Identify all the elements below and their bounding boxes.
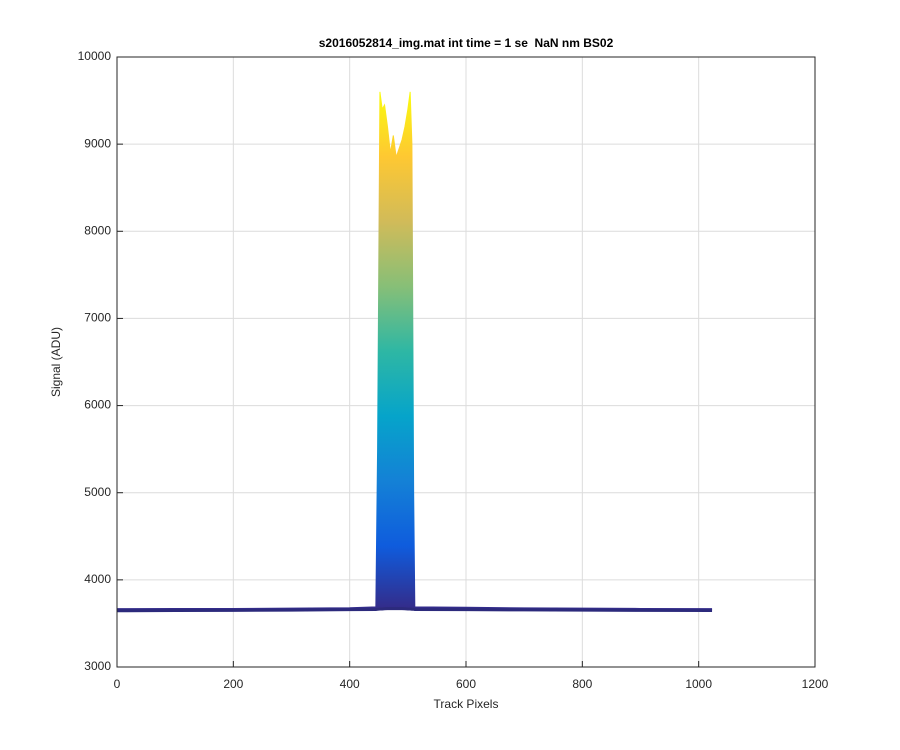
chart-title: s2016052814_img.mat int time = 1 se NaN … [319, 36, 614, 50]
y-tick-label: 10000 [78, 49, 112, 63]
y-tick-label: 7000 [84, 311, 111, 325]
y-tick-label: 6000 [84, 398, 111, 412]
y-tick-label: 3000 [84, 659, 111, 673]
y-axis-label: Signal (ADU) [49, 327, 63, 397]
x-tick-label: 400 [340, 677, 360, 691]
y-tick-label: 5000 [84, 485, 111, 499]
x-tick-label: 1200 [802, 677, 829, 691]
y-tick-label: 9000 [84, 136, 111, 150]
y-tick-label: 8000 [84, 223, 111, 237]
x-tick-label: 800 [572, 677, 592, 691]
x-tick-label: 0 [114, 677, 121, 691]
baseline-line [116, 607, 713, 613]
x-axis-label: Track Pixels [434, 697, 499, 711]
x-tick-label: 200 [223, 677, 243, 691]
x-tick-label: 1000 [685, 677, 712, 691]
y-tick-label: 4000 [84, 572, 111, 586]
x-tick-label: 600 [456, 677, 476, 691]
upper-envelope [116, 91, 713, 610]
